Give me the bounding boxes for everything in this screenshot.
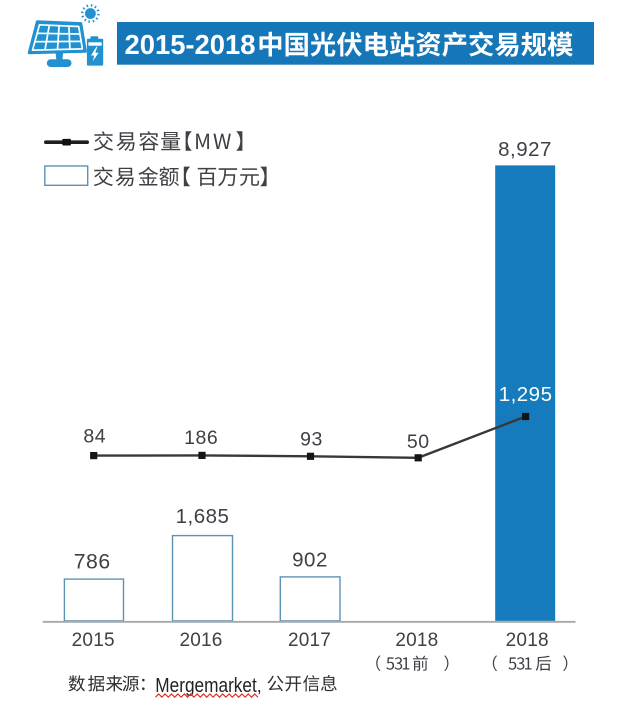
svg-text:786: 786 (74, 551, 111, 574)
svg-text:93: 93 (300, 429, 323, 451)
svg-text:Mergemarket: Mergemarket (155, 674, 257, 697)
svg-text:50: 50 (407, 431, 430, 453)
svg-text:2015-2018: 2015-2018 (125, 29, 256, 60)
svg-text:84: 84 (83, 426, 106, 448)
svg-text:2017: 2017 (288, 630, 331, 651)
svg-text:2016: 2016 (179, 630, 222, 651)
svg-text:2015: 2015 (72, 630, 115, 651)
svg-text:8,927: 8,927 (498, 138, 552, 161)
svg-text:186: 186 (184, 427, 218, 449)
svg-text:2018: 2018 (395, 630, 438, 651)
svg-text:1,295: 1,295 (499, 383, 553, 406)
svg-text:1,685: 1,685 (176, 505, 230, 528)
svg-text:902: 902 (292, 549, 328, 572)
svg-text:,: , (257, 676, 262, 696)
svg-text:2018: 2018 (506, 630, 549, 651)
